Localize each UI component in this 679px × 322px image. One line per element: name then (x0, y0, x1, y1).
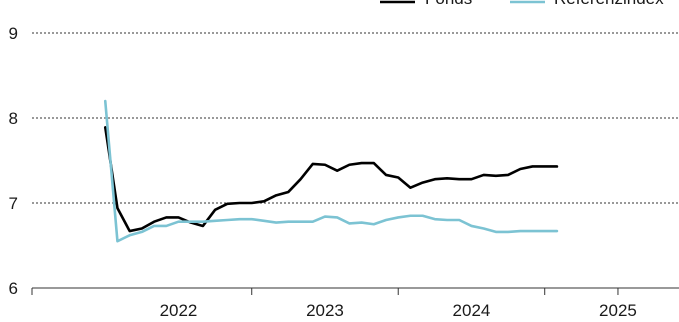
legend: Fonds Referenzindex (380, 0, 664, 8)
y-tick-label-6: 6 (9, 279, 18, 298)
legend-label-referenzindex: Referenzindex (554, 0, 664, 8)
y-tick-label-7: 7 (9, 194, 18, 213)
y-tick-label-8: 8 (9, 109, 18, 128)
series-layer (103, 99, 559, 243)
y-tick-label-9: 9 (9, 24, 18, 43)
grid-layer (32, 32, 679, 204)
series-line-referenzindex (103, 99, 559, 243)
axis-layer: 6 7 8 9 2022 2023 2024 2025 (9, 24, 679, 320)
x-tick-label-2024: 2024 (453, 301, 491, 320)
series-line-fonds (103, 126, 559, 233)
x-tick-label-2022: 2022 (160, 301, 198, 320)
x-tick-label-2023: 2023 (306, 301, 344, 320)
x-tick-label-2025: 2025 (599, 301, 637, 320)
legend-label-fonds: Fonds (425, 0, 472, 8)
